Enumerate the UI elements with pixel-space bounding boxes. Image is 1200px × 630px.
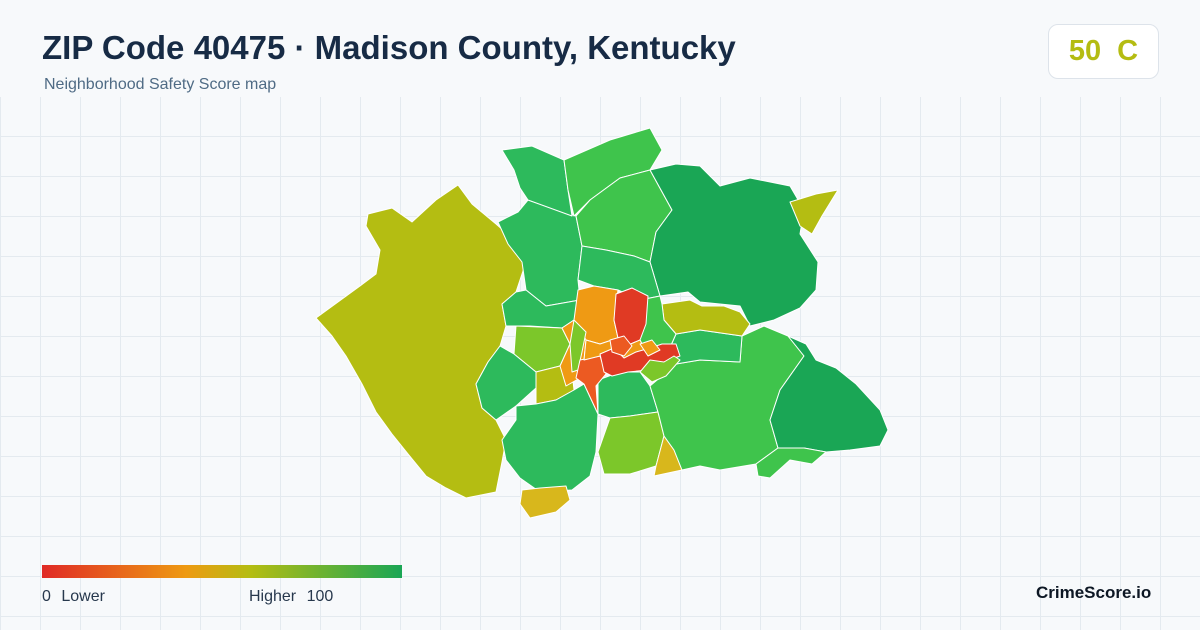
region-north-east-spur[interactable]: [789, 189, 839, 235]
region-core-block-b[interactable]: [639, 355, 681, 383]
legend-min-label: 0 Lower: [42, 588, 105, 606]
page-subtitle: Neighborhood Safety Score map: [44, 76, 277, 93]
region-east-fragment[interactable]: [755, 447, 827, 479]
region-east[interactable]: [769, 335, 889, 453]
legend-min-text: Lower: [61, 588, 105, 605]
region-south-tip[interactable]: [519, 485, 571, 519]
region-south-lime[interactable]: [597, 411, 665, 475]
legend-color-bar: [42, 565, 402, 578]
region-top-left[interactable]: [501, 145, 573, 217]
legend-max-value: 100: [306, 588, 334, 605]
legend-max-label: Higher 100: [249, 588, 333, 606]
brand-logo[interactable]: CrimeScore.io: [1036, 583, 1152, 602]
zip-code-map[interactable]: [0, 97, 1200, 557]
region-core-block-a[interactable]: [639, 339, 661, 357]
score-value: 50: [1068, 35, 1102, 67]
score-grade: C: [1117, 35, 1139, 67]
region-west[interactable]: [315, 184, 527, 499]
header-background: [0, 0, 1200, 97]
region-core-red[interactable]: [599, 343, 681, 377]
page-title: ZIP Code 40475 · Madison County, Kentuck…: [42, 29, 736, 66]
region-south-west[interactable]: [501, 383, 599, 493]
region-core-red-orange[interactable]: [609, 335, 633, 357]
legend-max-text: Higher: [249, 588, 297, 605]
legend-min-value: 0: [42, 588, 51, 605]
safety-score-badge: 50 C: [1048, 24, 1159, 79]
